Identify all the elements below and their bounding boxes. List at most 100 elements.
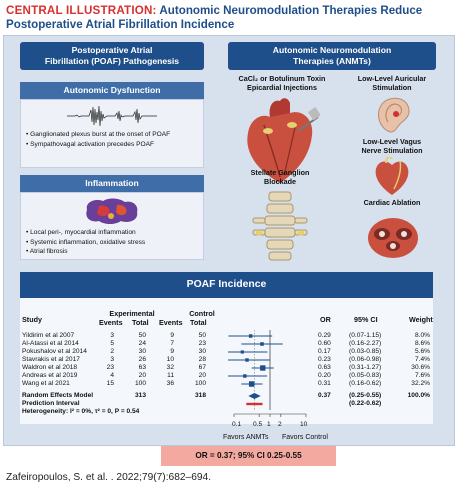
ctl-events: 36 xyxy=(166,380,174,387)
summary-ctl-total: 318 xyxy=(194,392,206,399)
or-value: 0.63 xyxy=(318,364,331,371)
summary-ci: (0.25-0.55) xyxy=(349,392,382,399)
weight-value: 8.0% xyxy=(414,332,430,339)
study-marker xyxy=(243,374,247,378)
or-value: 0.17 xyxy=(318,348,331,355)
exp-events: 23 xyxy=(106,364,114,371)
study-name: Yildirim et al 2007 xyxy=(22,332,75,339)
ctl-events: 7 xyxy=(170,340,174,347)
study-marker xyxy=(248,334,253,338)
col-study: Study xyxy=(22,315,42,324)
poaf-incidence-title: POAF Incidence xyxy=(20,272,433,298)
ctl-events: 32 xyxy=(166,364,174,371)
ctl-total: 20 xyxy=(198,372,206,379)
ci-value: (0.31-1.27) xyxy=(349,364,382,371)
study-marker xyxy=(260,365,266,371)
cacl2-injection-label: CaCl₂ or Botulinum Toxin Epicardial Inje… xyxy=(238,74,326,92)
pathogenesis-title-line2: Fibrillation (POAF) Pathogenesis xyxy=(44,56,180,66)
inflamed-atria-icon xyxy=(86,198,138,224)
cardiac-ablation-label: Cardiac Ablation xyxy=(363,198,421,207)
autonomic-bullet: • Sympathovagal activation precedes POAF xyxy=(26,140,155,148)
nerve-burst-trace xyxy=(67,105,157,127)
heart-ablation-icon xyxy=(368,218,418,258)
study-marker xyxy=(240,350,244,354)
col-control: Control xyxy=(189,309,215,318)
inflammation-bullet: • Local peri-, myocardial inflammation xyxy=(26,229,136,236)
prediction-interval-bar xyxy=(246,402,263,406)
weight-value: 7.6% xyxy=(414,372,430,379)
exp-total: 26 xyxy=(138,356,146,363)
col-ctl-total: Total xyxy=(190,318,207,327)
col-or: OR xyxy=(320,315,331,324)
axis-tick: 0.5 xyxy=(253,421,263,428)
ci-value: (0.03-0.85) xyxy=(349,348,382,355)
ctl-total: 50 xyxy=(198,332,206,339)
favors-control: Favors Control xyxy=(282,434,328,441)
autonomic-bullet: • Ganglionated plexus burst at the onset… xyxy=(26,131,171,138)
study-name: Al-Atassi et al 2014 xyxy=(22,340,79,347)
vagus-stimulation-label: Low-Level Vagus Nerve Stimulation xyxy=(361,137,423,155)
col-exp-total: Total xyxy=(132,318,149,327)
exp-total: 100 xyxy=(134,380,146,387)
ci-value: (0.16-2.27) xyxy=(349,340,382,347)
pooled-result: OR = 0.37; 95% CI 0.25-0.55 xyxy=(161,446,336,466)
inflammation-bullet: • Systemic inflammation, oxidative stres… xyxy=(26,238,146,246)
axis-tick: 2 xyxy=(278,421,282,428)
axis-tick: 1 xyxy=(267,421,271,428)
heart-injection-icon xyxy=(247,98,320,183)
exp-events: 3 xyxy=(110,356,114,363)
or-value: 0.23 xyxy=(318,356,331,363)
heterogeneity: Heterogeneity: I² = 0%, τ² = 0, P = 0.54 xyxy=(22,408,140,415)
axis-tick: 10 xyxy=(300,421,308,428)
ctl-total: 30 xyxy=(198,348,206,355)
stellate-blockade-label: Stellate Ganglion Blockade xyxy=(250,168,310,186)
ctl-events: 10 xyxy=(166,356,174,363)
summary-exp-total: 313 xyxy=(134,392,146,399)
exp-events: 15 xyxy=(106,380,114,387)
citation: Zafeiropoulos, S. et al. . 2022;79(7):68… xyxy=(6,472,212,483)
ctl-total: 67 xyxy=(198,364,206,371)
summary-label: Random Effects Model xyxy=(22,392,94,399)
exp-total: 30 xyxy=(138,348,146,355)
prediction-ci: (0.22-0.62) xyxy=(349,400,382,407)
header-title-line2: Postoperative Atrial Fibrillation Incide… xyxy=(6,18,235,31)
exp-events: 5 xyxy=(110,340,114,347)
weight-value: 32.2% xyxy=(411,380,430,387)
spine-icon xyxy=(252,191,308,261)
inflammation-bullets: • Local peri-, myocardial inflammation •… xyxy=(26,228,198,257)
study-marker xyxy=(260,342,264,346)
weight-value: 30.6% xyxy=(411,364,430,371)
summary-weight: 100.0% xyxy=(407,392,430,399)
ctl-total: 23 xyxy=(198,340,206,347)
or-value: 0.31 xyxy=(318,380,331,387)
exp-total: 50 xyxy=(138,332,146,339)
prediction-label: Prediction Interval xyxy=(22,400,80,407)
weight-value: 8.6% xyxy=(414,340,430,347)
anmt-title-line2: Therapies (ANMTs) xyxy=(293,56,371,66)
exp-total: 63 xyxy=(138,364,146,371)
ctl-events: 9 xyxy=(170,332,174,339)
exp-events: 3 xyxy=(110,332,114,339)
or-value: 0.60 xyxy=(318,340,331,347)
exp-events: 4 xyxy=(110,372,114,379)
col-experimental: Experimental xyxy=(109,309,155,318)
auricular-stimulation-label: Low-Level Auricular Stimulation xyxy=(357,74,427,92)
inflammation-title: Inflammation xyxy=(20,175,204,192)
or-value: 0.29 xyxy=(318,332,331,339)
heart-vagus-icon xyxy=(375,157,409,195)
anmt-title-line1: Autonomic Neuromodulation xyxy=(272,45,392,55)
illustration-header: CENTRAL ILLUSTRATION: Autonomic Neuromod… xyxy=(6,4,452,32)
col-ctl-events: Events xyxy=(159,318,183,327)
axis-tick-labels: 0.1 0.5 1 2 10 xyxy=(228,421,312,430)
forest-plot-panel xyxy=(20,298,433,424)
favors-anmts: Favors ANMTs xyxy=(223,434,269,441)
ci-value: (0.16-0.62) xyxy=(349,380,382,387)
ci-value: (0.05-0.83) xyxy=(349,372,382,379)
or-value: 0.20 xyxy=(318,372,331,379)
pooled-diamond xyxy=(248,393,261,399)
col-weight: Weight xyxy=(409,315,433,324)
col-exp-events: Events xyxy=(99,318,123,327)
header-title-line1: Autonomic Neuromodulation Therapies Redu… xyxy=(159,4,423,17)
ear-icon xyxy=(378,97,410,133)
ctl-total: 28 xyxy=(198,356,206,363)
